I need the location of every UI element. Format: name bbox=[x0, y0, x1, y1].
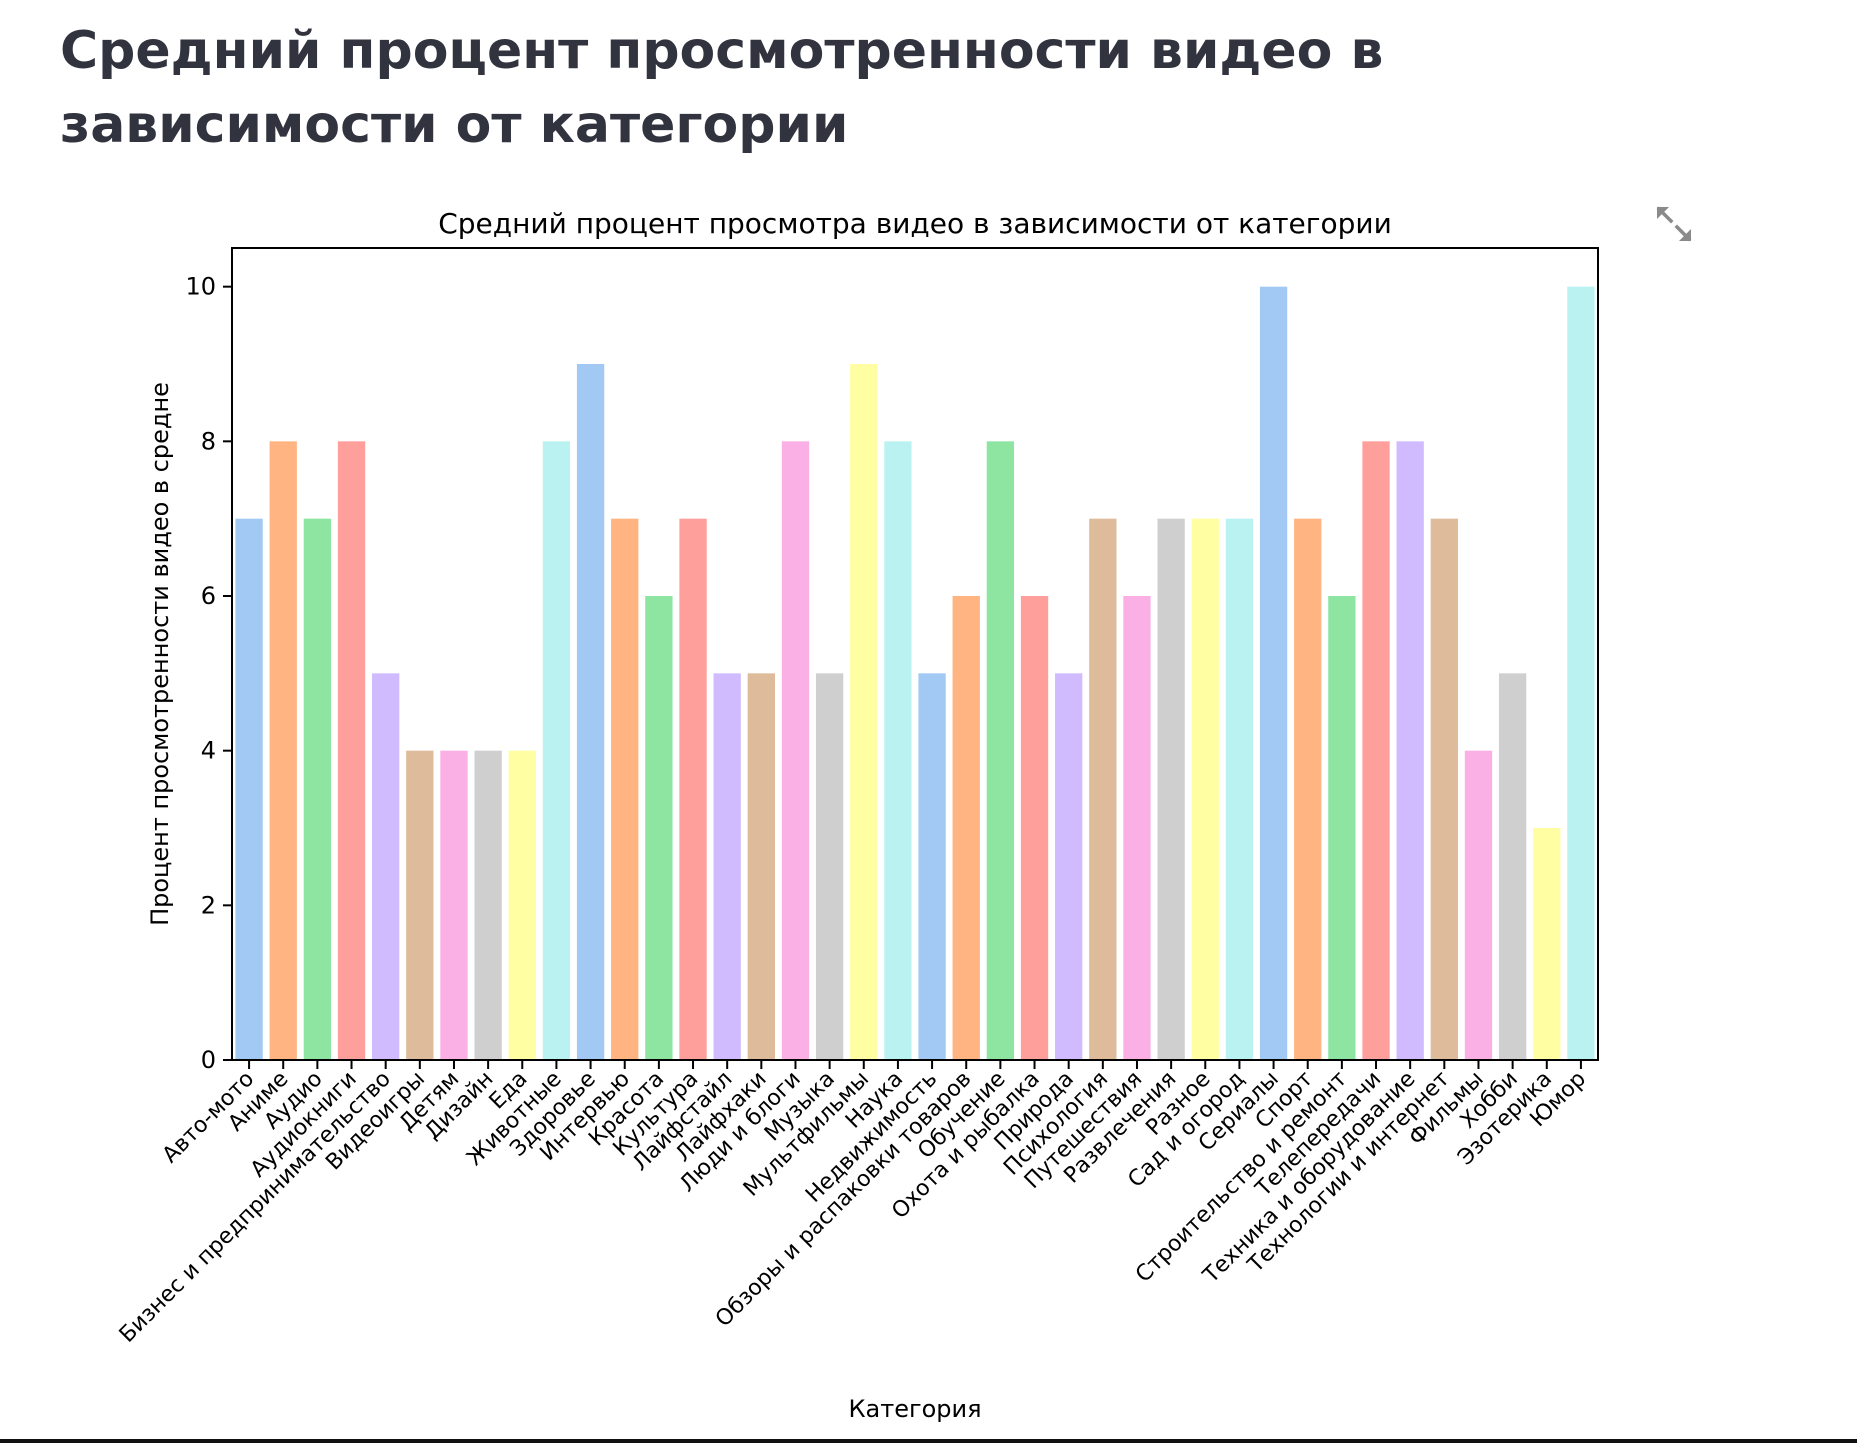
bar bbox=[235, 518, 263, 1060]
bar bbox=[1396, 441, 1424, 1060]
bar bbox=[1055, 673, 1083, 1060]
bar bbox=[1430, 518, 1458, 1060]
bar bbox=[781, 441, 810, 1060]
bar bbox=[747, 673, 775, 1060]
bar bbox=[440, 750, 468, 1060]
bar bbox=[1567, 286, 1595, 1061]
bar bbox=[1259, 286, 1288, 1061]
y-tick-label: 8 bbox=[201, 427, 216, 455]
bar bbox=[1191, 518, 1219, 1060]
page-title: Средний процент просмотренности видео в … bbox=[60, 21, 1384, 155]
bar bbox=[576, 364, 605, 1060]
y-tick-label: 4 bbox=[201, 737, 216, 765]
bar bbox=[986, 441, 1015, 1060]
bar bbox=[1294, 518, 1322, 1060]
bar bbox=[850, 364, 878, 1060]
bar bbox=[508, 750, 536, 1060]
bar bbox=[645, 596, 673, 1060]
chart-title: Средний процент просмотра видео в зависи… bbox=[438, 207, 1392, 240]
bar bbox=[406, 750, 434, 1060]
bar bbox=[372, 673, 400, 1060]
bar bbox=[1020, 596, 1049, 1060]
bars-group bbox=[235, 286, 1595, 1061]
y-axis-label: Процент просмотренности видео в средне bbox=[146, 382, 174, 926]
y-tick-label: 10 bbox=[185, 273, 216, 301]
y-ticks-group: 0 2 4 6 8 10 bbox=[185, 273, 232, 1074]
bar bbox=[1464, 750, 1493, 1060]
bar bbox=[337, 441, 366, 1060]
bar bbox=[1123, 596, 1151, 1060]
bar bbox=[1362, 441, 1390, 1060]
bar bbox=[952, 596, 980, 1060]
bar bbox=[713, 673, 741, 1060]
bar bbox=[611, 518, 639, 1060]
bar bbox=[303, 518, 332, 1060]
y-tick-label: 0 bbox=[201, 1046, 216, 1074]
bar bbox=[1498, 673, 1527, 1060]
y-tick-label: 2 bbox=[201, 891, 216, 919]
bottom-divider bbox=[0, 1439, 1857, 1443]
bar bbox=[474, 750, 502, 1060]
y-tick-label: 6 bbox=[201, 582, 216, 610]
bar bbox=[1328, 596, 1356, 1060]
bar bbox=[918, 673, 946, 1060]
bar bbox=[1225, 518, 1254, 1060]
bar bbox=[269, 441, 297, 1060]
bar bbox=[1089, 518, 1117, 1060]
fullscreen-button[interactable] bbox=[1651, 201, 1697, 247]
expand-icon bbox=[1656, 206, 1692, 242]
bar bbox=[815, 673, 844, 1060]
bar bbox=[542, 441, 571, 1060]
plot-frame bbox=[231, 247, 1599, 1061]
bar bbox=[679, 518, 707, 1060]
bar bbox=[1533, 828, 1561, 1060]
bar bbox=[884, 441, 912, 1060]
x-axis-label: Категория bbox=[848, 1395, 981, 1423]
bar bbox=[1157, 518, 1185, 1060]
